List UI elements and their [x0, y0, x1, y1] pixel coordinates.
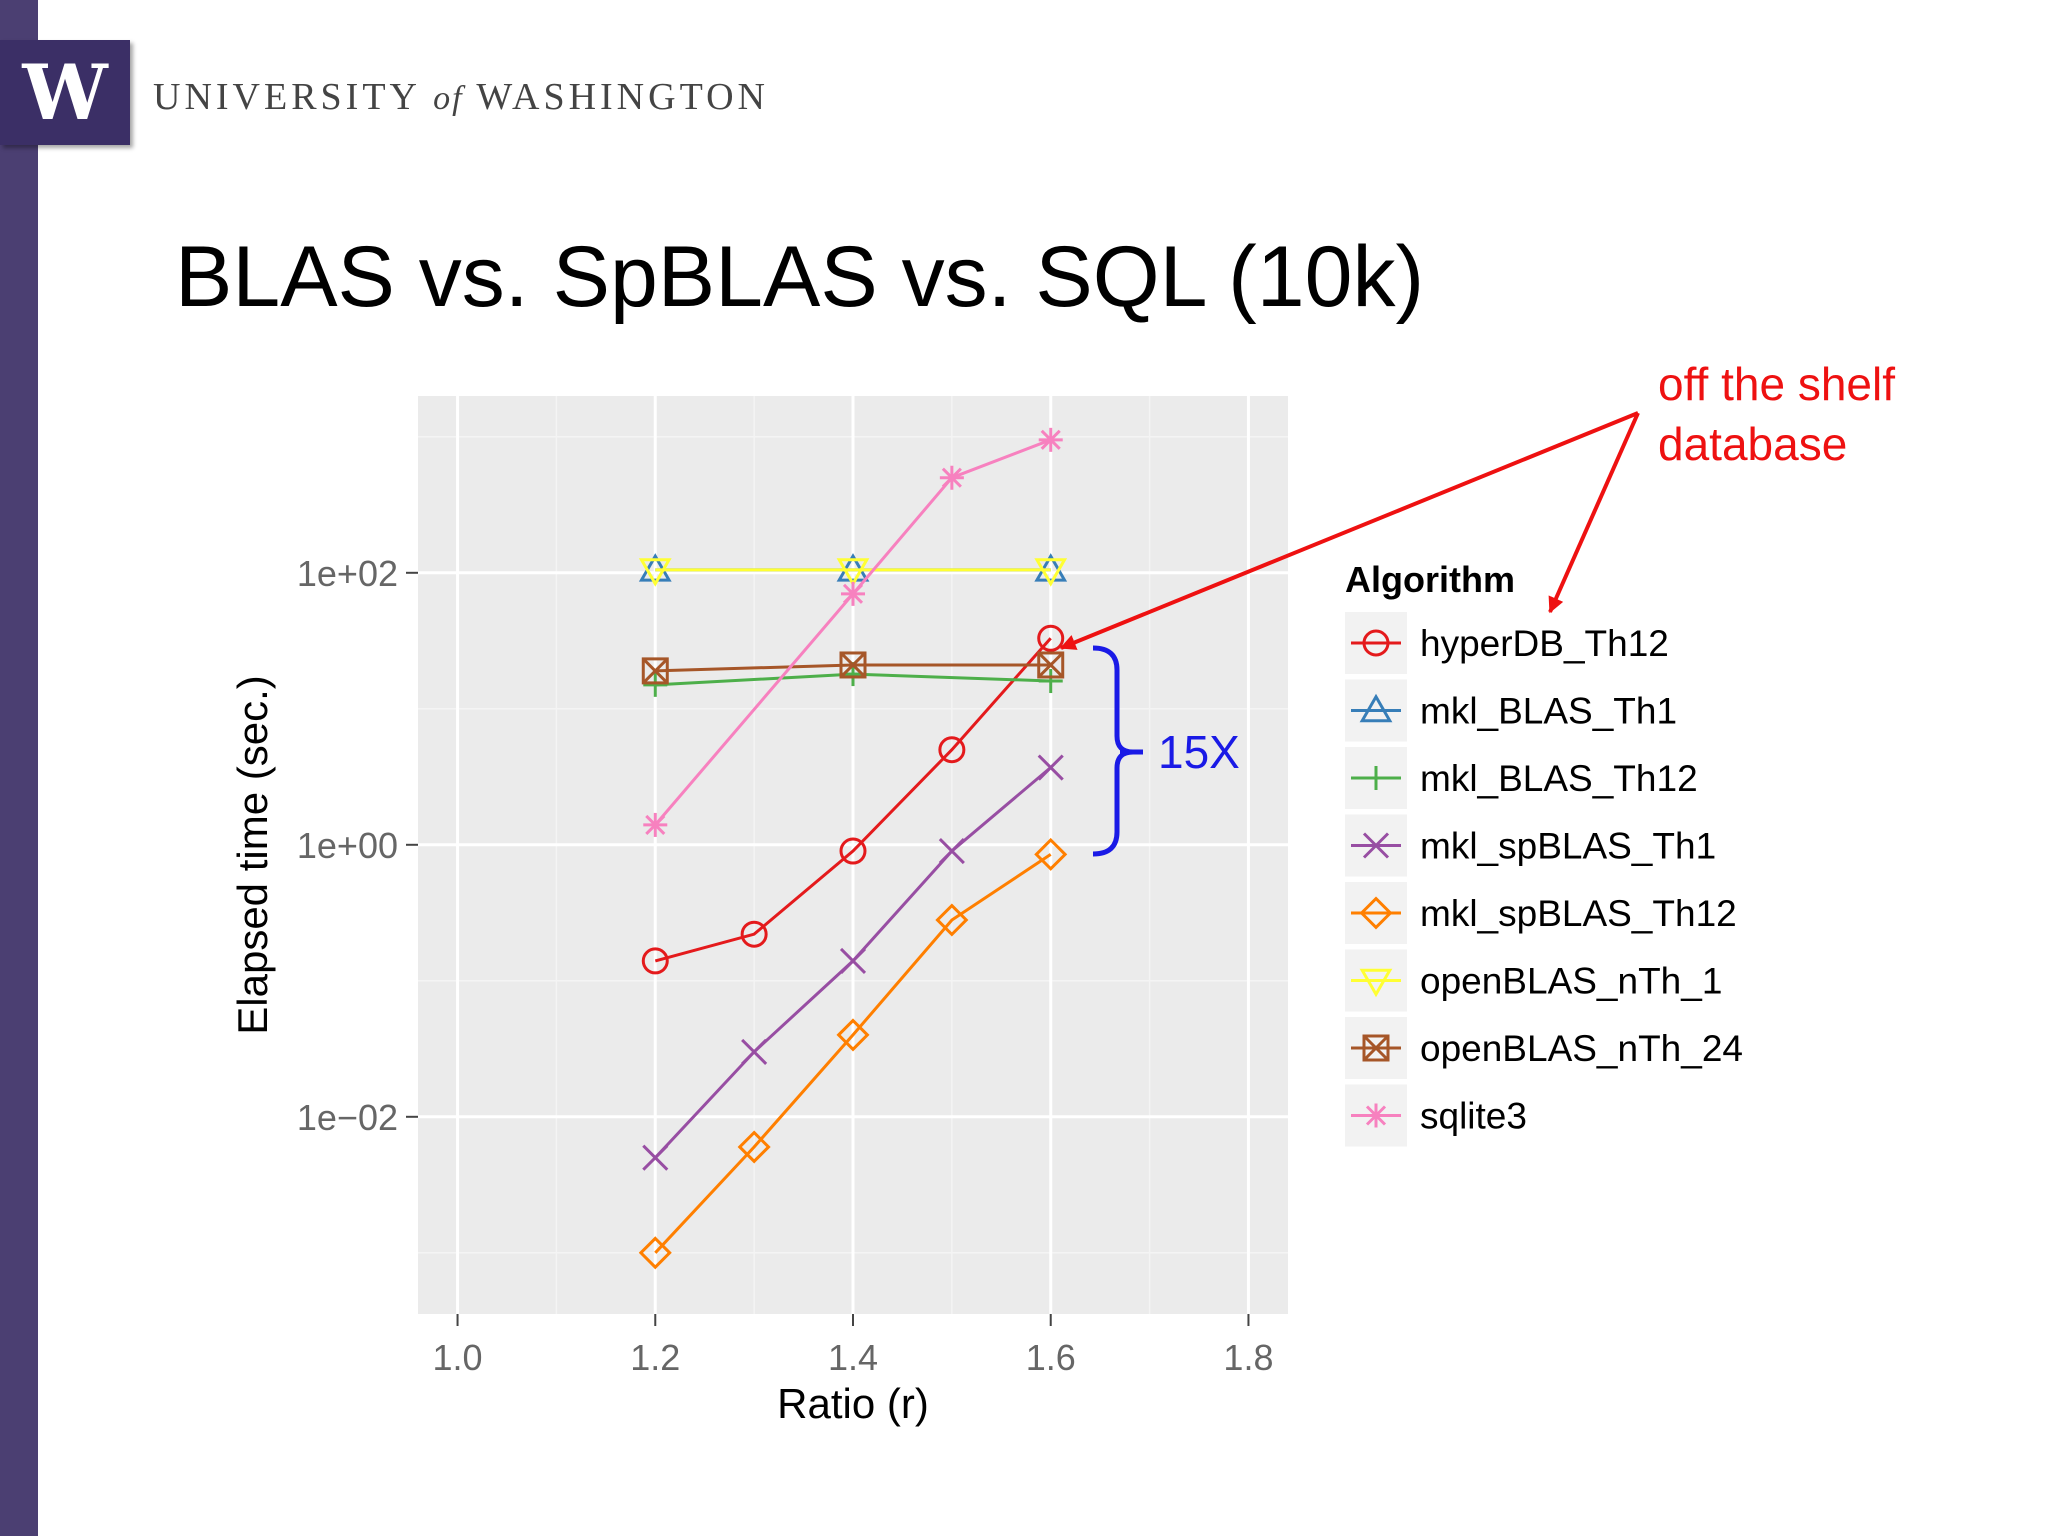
callout-arrow-to-legend — [1548, 412, 1640, 614]
x-tick-label: 1.2 — [630, 1337, 680, 1378]
data-point — [1034, 553, 1068, 582]
legend-key-marker — [1359, 896, 1393, 930]
y-axis: 1e−02 1e+00 1e+02 — [297, 553, 418, 1138]
data-point — [643, 812, 668, 837]
washington-word: WASHINGTON — [476, 76, 769, 118]
legend-item-hyperdb-th12: hyperDB_Th12 — [1345, 612, 1669, 674]
y-tick-label: 1e+02 — [297, 553, 398, 594]
data-point — [938, 837, 965, 865]
data-point — [938, 736, 966, 764]
data-point — [839, 947, 867, 974]
series-line — [654, 637, 1052, 963]
legend-label: mkl_BLAS_Th12 — [1420, 758, 1698, 799]
data-point — [839, 651, 867, 679]
data-point — [1037, 651, 1065, 679]
legend-item-sqlite3: sqlite3 — [1345, 1084, 1527, 1147]
legend-key-marker — [1362, 832, 1390, 859]
legend-key-marker — [1364, 1103, 1388, 1128]
legend-key-marker — [1359, 968, 1393, 998]
data-point — [1037, 754, 1064, 781]
legend-label: openBLAS_nTh_24 — [1420, 1028, 1743, 1069]
legend-key-marker — [1362, 629, 1390, 657]
legend-label: sqlite3 — [1420, 1096, 1527, 1137]
x-axis-label: Ratio (r) — [777, 1380, 929, 1427]
y-tick-label: 1e−02 — [297, 1097, 398, 1138]
data-point — [638, 558, 672, 587]
legend-item-mkl-spblas-th12: mkl_spBLAS_Th12 — [1345, 882, 1737, 944]
series-line — [654, 853, 1052, 1254]
legend-label: hyperDB_Th12 — [1420, 623, 1669, 664]
y-tick-label: 1e+00 — [297, 825, 398, 866]
x-tick-label: 1.6 — [1026, 1337, 1076, 1378]
data-point — [1034, 837, 1068, 871]
uw-logo: W — [0, 40, 130, 145]
data-point — [836, 1018, 870, 1052]
legend-key-marker — [1362, 1034, 1390, 1062]
legend-label: mkl_BLAS_Th1 — [1420, 691, 1677, 732]
legend-item-openblas-nth-24: openBLAS_nTh_24 — [1345, 1017, 1743, 1079]
legend-label: mkl_spBLAS_Th12 — [1420, 893, 1737, 934]
data-point — [642, 1144, 669, 1171]
data-point — [741, 1038, 768, 1065]
x-tick-label: 1.8 — [1223, 1337, 1273, 1378]
data-point — [836, 558, 870, 587]
series-hyperdb-th12 — [641, 624, 1065, 975]
legend-item-mkl-blas-th1: mkl_BLAS_Th1 — [1345, 679, 1677, 742]
legend-item-mkl-spblas-th1: mkl_spBLAS_Th1 — [1345, 814, 1716, 877]
side-accent-bar — [0, 0, 38, 1536]
series-layer — [638, 427, 1068, 1270]
legend-item-openblas-nth-1: openBLAS_nTh_1 — [1345, 949, 1722, 1012]
data-point — [935, 903, 969, 937]
series-line — [654, 438, 1052, 826]
y-axis-label: Elapsed time (sec.) — [229, 675, 276, 1034]
data-point — [1034, 558, 1068, 587]
data-point — [841, 581, 865, 606]
data-point — [737, 1130, 771, 1164]
series-openblas-nth-1 — [638, 558, 1068, 587]
data-point — [839, 837, 867, 865]
annotations: off the shelf database 15X — [1059, 358, 1895, 857]
data-point — [641, 657, 669, 685]
gridlines — [418, 396, 1288, 1314]
university-of: of — [433, 80, 464, 117]
legend-title: Algorithm — [1345, 559, 1515, 600]
university-name: UNIVERSITY of WASHINGTON — [153, 75, 769, 119]
data-point — [641, 947, 669, 975]
data-point — [939, 465, 964, 490]
data-point — [1038, 669, 1063, 694]
data-point — [740, 920, 768, 948]
series-mkl-spblas-th12 — [638, 837, 1068, 1270]
legend-item-mkl-blas-th12: mkl_BLAS_Th12 — [1345, 747, 1698, 809]
x-tick-label: 1.0 — [433, 1337, 483, 1378]
legend-key-marker — [1359, 693, 1393, 723]
x-tick-label: 1.4 — [828, 1337, 878, 1378]
series-sqlite3 — [643, 427, 1063, 837]
speedup-label: 15X — [1158, 726, 1240, 778]
data-point — [643, 672, 668, 697]
data-point — [836, 553, 870, 582]
legend: Algorithm hyperDB_Th12 mkl_BLAS_Th1 mkl_BL… — [1345, 559, 1743, 1147]
legend-label: mkl_spBLAS_Th1 — [1420, 826, 1716, 867]
series-openblas-nth-24 — [641, 651, 1065, 685]
legend-label: openBLAS_nTh_1 — [1420, 961, 1722, 1002]
callout-line-2: database — [1658, 418, 1847, 470]
data-point — [638, 1236, 672, 1270]
callout-line-1: off the shelf — [1658, 358, 1895, 410]
data-point — [638, 553, 672, 582]
slide-title: BLAS vs. SpBLAS vs. SQL (10k) — [175, 229, 1425, 325]
x-axis: 1.0 1.2 1.4 1.6 1.8 — [433, 1314, 1273, 1378]
legend-key-marker — [1364, 766, 1388, 790]
callout-arrow-to-hyperdb — [1059, 411, 1639, 650]
data-point — [1038, 427, 1063, 452]
university-word: UNIVERSITY — [153, 76, 420, 118]
series-mkl-spblas-th1 — [642, 754, 1064, 1171]
uw-logo-letter: W — [22, 48, 108, 137]
